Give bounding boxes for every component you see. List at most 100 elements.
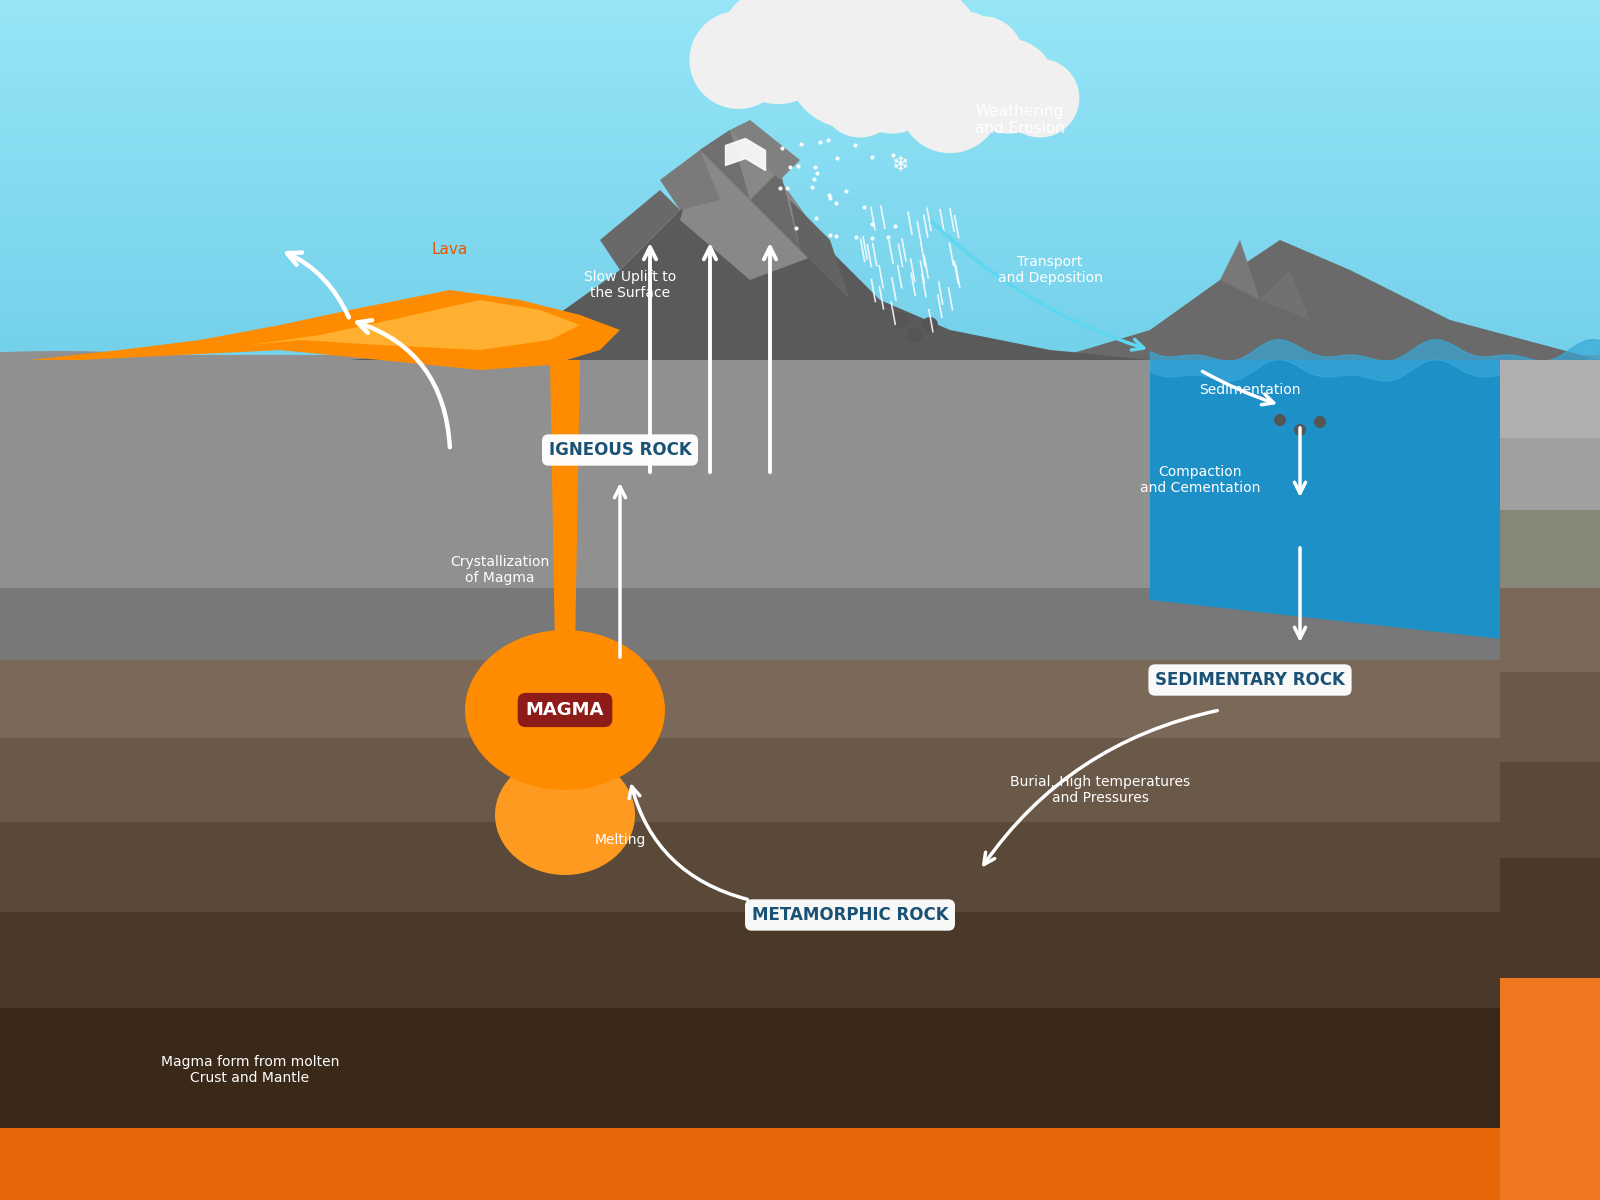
Bar	[0, 404, 1600, 418]
Text: Slow Uplift to
the Surface: Slow Uplift to the Surface	[584, 270, 677, 300]
Bar	[0, 618, 1600, 630]
Circle shape	[778, 0, 922, 107]
Polygon shape	[0, 580, 1600, 738]
Bar	[0, 437, 1600, 449]
Bar	[0, 176, 1600, 190]
Polygon shape	[701, 130, 750, 200]
Polygon shape	[0, 751, 1600, 912]
Bar	[0, 433, 1600, 510]
Bar	[0, 382, 1600, 394]
Text: Compaction
and Cementation: Compaction and Cementation	[1139, 464, 1261, 496]
Bar	[0, 58, 1600, 71]
Bar	[0, 704, 1600, 716]
Bar	[0, 586, 1600, 599]
Bar	[0, 978, 1600, 1200]
Bar	[0, 42, 1600, 55]
Bar	[0, 452, 1600, 464]
Bar	[0, 26, 1600, 40]
Polygon shape	[0, 431, 1600, 588]
Polygon shape	[30, 290, 621, 370]
Bar	[0, 389, 1600, 402]
Bar	[0, 696, 1600, 709]
Bar	[0, 973, 1600, 1200]
Bar	[1501, 510, 1600, 588]
Bar	[0, 530, 1600, 544]
Ellipse shape	[466, 630, 666, 790]
Bar	[0, 444, 1600, 457]
Bar	[0, 563, 1600, 575]
Circle shape	[1000, 59, 1080, 138]
Bar	[0, 113, 1600, 126]
Bar	[1501, 360, 1600, 438]
Bar	[0, 152, 1600, 166]
Polygon shape	[1150, 360, 1600, 650]
Text: IGNEOUS ROCK: IGNEOUS ROCK	[549, 440, 691, 458]
Polygon shape	[0, 962, 1600, 1128]
Bar	[0, 428, 1600, 442]
Text: Burial, High temperatures
and Pressures: Burial, High temperatures and Pressures	[1010, 775, 1190, 805]
Circle shape	[718, 0, 837, 104]
Circle shape	[690, 11, 787, 109]
Bar	[0, 74, 1600, 86]
Bar	[0, 145, 1600, 157]
Polygon shape	[600, 190, 680, 270]
Bar	[0, 554, 1600, 568]
Polygon shape	[550, 360, 579, 650]
Circle shape	[1314, 416, 1326, 428]
Bar	[0, 858, 1600, 978]
Bar	[0, 712, 1600, 725]
Polygon shape	[250, 300, 579, 350]
Bar	[0, 760, 1600, 772]
Bar	[0, 853, 1600, 978]
Bar	[0, 484, 1600, 497]
Bar	[0, 762, 1600, 858]
Bar	[0, 168, 1600, 181]
Polygon shape	[661, 150, 720, 210]
Polygon shape	[1050, 240, 1600, 360]
Bar	[0, 373, 1600, 386]
Circle shape	[838, 0, 941, 62]
Bar	[0, 539, 1600, 552]
Bar	[0, 667, 1600, 762]
Bar	[0, 311, 1600, 323]
Bar	[0, 334, 1600, 347]
Bar	[0, 355, 1600, 438]
Bar	[0, 50, 1600, 64]
Bar	[0, 649, 1600, 662]
Bar	[0, 130, 1600, 142]
Bar	[0, 413, 1600, 426]
Bar	[0, 673, 1600, 685]
Bar	[0, 601, 1600, 614]
Bar	[0, 665, 1600, 678]
Bar	[0, 360, 1600, 438]
Bar	[0, 200, 1600, 212]
Text: MAGMA: MAGMA	[526, 701, 605, 719]
Bar	[0, 161, 1600, 173]
Text: Transport
and Deposition: Transport and Deposition	[997, 254, 1102, 286]
Bar	[0, 137, 1600, 150]
Bar	[0, 492, 1600, 504]
Text: Magma form from molten
Crust and Mantle: Magma form from molten Crust and Mantle	[162, 1055, 339, 1085]
Text: Melting: Melting	[594, 833, 646, 847]
Bar	[0, 588, 1600, 672]
Circle shape	[862, 0, 981, 104]
Bar	[0, 767, 1600, 780]
Circle shape	[899, 52, 1002, 154]
Bar	[0, 0, 1600, 8]
Polygon shape	[790, 200, 850, 300]
Circle shape	[877, 16, 960, 100]
Bar	[0, 82, 1600, 95]
Bar	[0, 97, 1600, 110]
Circle shape	[787, 1, 914, 128]
Circle shape	[922, 317, 938, 332]
Bar	[0, 397, 1600, 409]
Bar	[0, 744, 1600, 756]
Polygon shape	[0, 662, 1600, 822]
Polygon shape	[1261, 270, 1310, 320]
Bar	[0, 508, 1600, 520]
Bar	[0, 475, 1600, 488]
Bar	[0, 757, 1600, 858]
Bar	[0, 420, 1600, 433]
Circle shape	[1294, 424, 1306, 436]
Text: Sedimentation: Sedimentation	[1200, 383, 1301, 397]
